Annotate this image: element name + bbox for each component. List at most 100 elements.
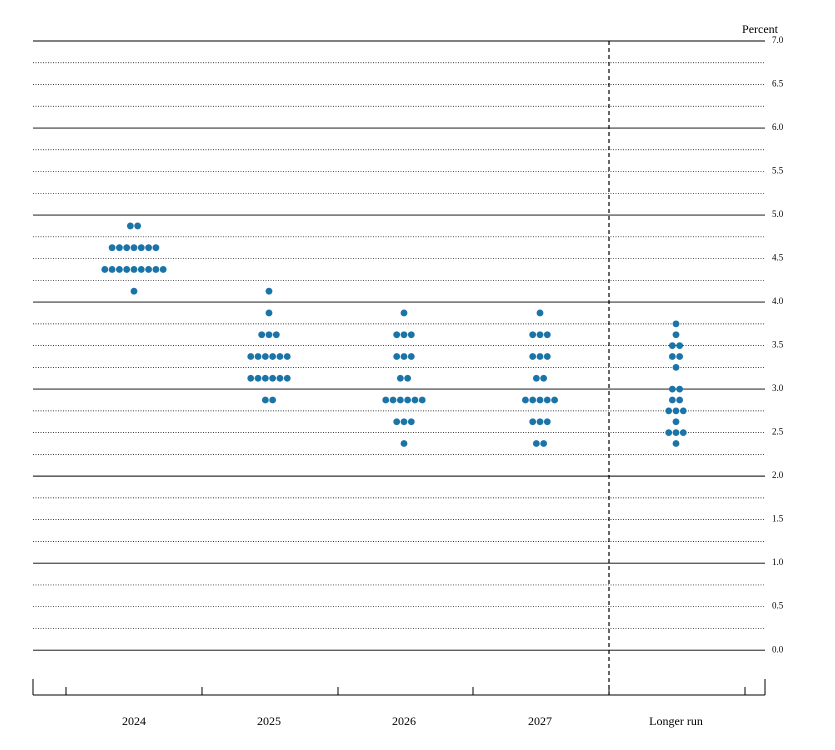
x-tick-label: 2027	[528, 714, 552, 728]
dot	[152, 266, 160, 273]
y-tick-label: 3.5	[772, 340, 784, 350]
dot	[532, 440, 540, 447]
dot	[404, 374, 412, 382]
dot	[672, 320, 680, 328]
dot	[247, 353, 255, 360]
dot	[261, 374, 269, 382]
dot	[668, 353, 676, 360]
dot	[679, 429, 687, 437]
dot	[254, 374, 262, 382]
dot	[529, 396, 537, 404]
dot	[159, 266, 167, 273]
y-tick-label: 0.5	[772, 601, 784, 611]
dot	[126, 222, 134, 230]
dot	[404, 396, 412, 404]
dot	[123, 244, 131, 252]
dot	[137, 266, 145, 273]
dot	[272, 331, 280, 339]
dot	[522, 396, 529, 404]
y-tick-label: 6.5	[772, 79, 784, 89]
dot	[672, 363, 680, 371]
dot	[676, 385, 684, 393]
dot	[536, 309, 544, 317]
y-tick-label: 4.5	[772, 253, 784, 263]
dot	[389, 396, 397, 404]
dot	[145, 244, 153, 252]
dot	[665, 407, 673, 415]
y-tick-label: 4.0	[772, 296, 784, 306]
dot	[265, 287, 273, 295]
dot	[536, 353, 544, 360]
dot	[418, 396, 426, 404]
dot	[529, 331, 537, 339]
dot	[672, 331, 680, 339]
dot	[676, 396, 684, 404]
dot	[400, 418, 408, 426]
dot	[668, 342, 676, 349]
dot	[123, 266, 131, 273]
dot	[101, 266, 109, 273]
y-tick-label: 6.0	[772, 122, 784, 132]
dot	[540, 374, 548, 382]
dot	[116, 244, 123, 252]
dot	[543, 396, 551, 404]
dot	[393, 331, 401, 339]
dot	[108, 266, 116, 273]
dot	[407, 353, 415, 360]
y-tick-label: 1.0	[772, 557, 784, 567]
dot	[130, 287, 138, 295]
dot	[536, 396, 544, 404]
y-tick-label: 2.0	[772, 470, 784, 480]
dot	[668, 385, 676, 393]
dot	[382, 396, 390, 404]
dot	[254, 353, 262, 360]
dot	[400, 353, 408, 360]
dot	[672, 418, 680, 426]
y-tick-label: 7.0	[772, 35, 784, 45]
dot	[247, 374, 255, 382]
y-axis-label: Percent	[742, 22, 779, 36]
dot	[269, 353, 277, 360]
dot	[393, 418, 401, 426]
dot	[130, 244, 138, 252]
dot	[134, 222, 142, 230]
dot	[152, 244, 160, 252]
x-tick-label: 2024	[122, 714, 146, 728]
dot	[536, 331, 544, 339]
dot	[261, 353, 269, 360]
dot	[265, 309, 273, 317]
y-tick-label: 1.5	[772, 514, 784, 524]
y-tick-label: 5.0	[772, 209, 784, 219]
dot	[551, 396, 558, 404]
dot	[543, 418, 551, 426]
dot	[400, 309, 408, 317]
dot	[672, 429, 680, 437]
dot	[269, 396, 277, 404]
y-tick-label: 2.5	[772, 427, 784, 437]
dot	[529, 353, 537, 360]
dot	[529, 418, 537, 426]
dot	[400, 440, 408, 447]
dot	[543, 353, 551, 360]
dot	[396, 374, 404, 382]
dot	[668, 396, 676, 404]
x-tick-label: Longer run	[649, 714, 703, 728]
dot	[679, 407, 687, 415]
y-tick-label: 3.0	[772, 383, 784, 393]
dot	[261, 396, 269, 404]
dot	[265, 331, 273, 339]
dot	[676, 353, 684, 360]
dot	[407, 331, 415, 339]
dot	[672, 407, 680, 415]
dot	[407, 418, 415, 426]
dot	[540, 440, 548, 447]
dot	[276, 353, 284, 360]
dot	[276, 374, 284, 382]
dot	[269, 374, 277, 382]
dot	[130, 266, 138, 273]
dot	[543, 331, 551, 339]
dot	[672, 440, 680, 447]
dot	[283, 353, 291, 360]
